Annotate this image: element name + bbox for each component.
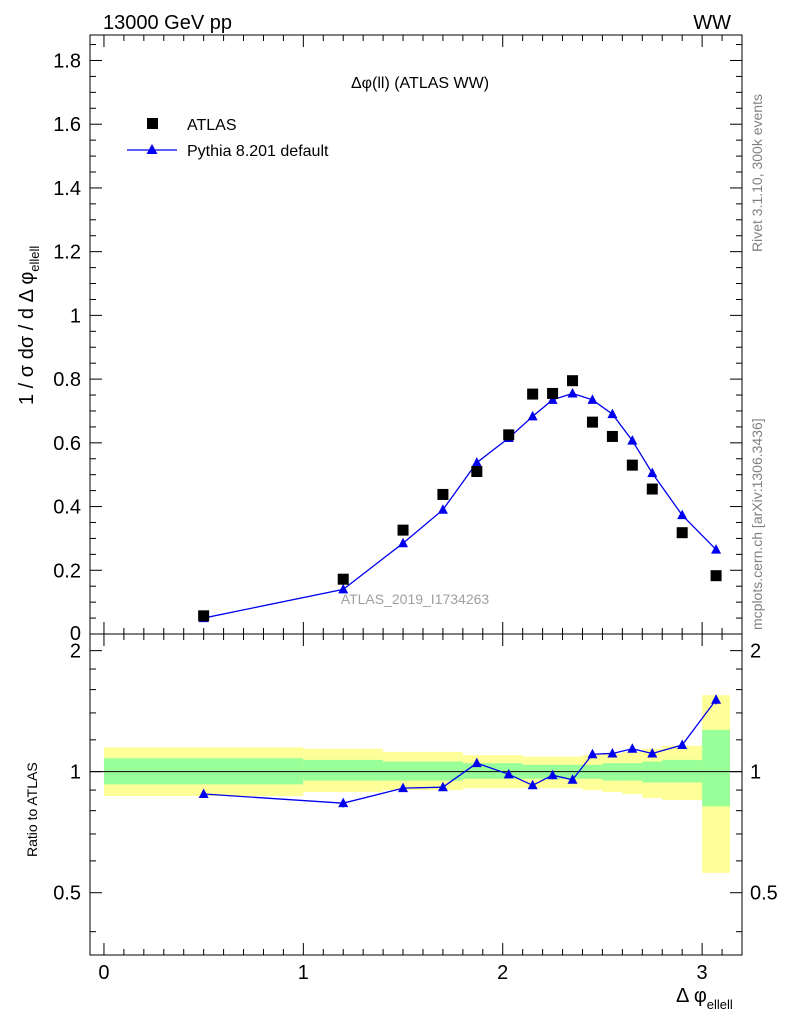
x-tick-label: 0 — [98, 962, 109, 984]
atlas-point — [586, 416, 598, 428]
y-tick-label: 1.8 — [53, 50, 81, 72]
uncertainty-bands — [90, 695, 742, 873]
atlas-point — [626, 459, 638, 471]
pythia-point — [398, 537, 409, 548]
ratio-plot-border — [89, 633, 743, 956]
ratio-point — [338, 797, 349, 808]
ratio-y-tick-label-right: 2 — [750, 641, 761, 663]
pythia-point — [627, 435, 638, 445]
ratio-point — [567, 774, 578, 784]
pythia-point — [437, 504, 448, 514]
x-tick-label: 1 — [298, 962, 309, 984]
ratio-y-axis-title: Ratio to ATLAS — [24, 762, 40, 857]
main-plot-marks — [198, 375, 722, 623]
inner-band-segment — [702, 729, 731, 807]
x-axis-title: Δ φellell — [676, 985, 733, 1012]
y-tick-label: 0.6 — [53, 433, 81, 455]
pythia-point — [338, 583, 349, 594]
inner-band-segment — [662, 759, 703, 783]
atlas-point — [198, 610, 210, 622]
ratio-point — [587, 748, 598, 759]
ratio-point — [503, 768, 514, 779]
y-axis-title-subscript: ellell — [27, 246, 42, 272]
atlas-point — [527, 388, 539, 400]
ratio-point — [527, 779, 538, 790]
pythia-point — [527, 410, 538, 421]
atlas-point — [437, 488, 449, 500]
pythia-point — [677, 509, 688, 520]
mcplots-label: mcplots.cern.ch [arXiv:1306.3436] — [749, 418, 765, 630]
pythia-point — [567, 387, 578, 398]
atlas-point — [567, 375, 579, 387]
atlas-point — [676, 527, 688, 539]
legend-marker-pythia — [146, 144, 158, 154]
ratio-point — [677, 739, 688, 750]
y-tick-label: 0.4 — [53, 497, 81, 519]
atlas-point — [646, 483, 658, 495]
ratio-point — [627, 743, 638, 753]
pythia-point — [711, 544, 722, 554]
ratio-point — [398, 782, 409, 793]
pythia-point — [471, 457, 482, 467]
svg-text:Δ φellell: Δ φellell — [676, 985, 733, 1012]
ratio-y-tick-label-right: 0.5 — [750, 883, 778, 905]
inner-band-segment — [303, 759, 384, 781]
y-tick-label: 0.2 — [53, 560, 81, 582]
x-tick-label: 3 — [697, 962, 708, 984]
ratio-point — [711, 694, 722, 704]
atlas-point — [503, 429, 515, 441]
y-tick-label: 0.8 — [53, 369, 81, 391]
legend-label-atlas: ATLAS — [187, 117, 237, 134]
main-plot-frame: 0.2 0.4 0.6 0.8 1 1.2 1.4 1.6 1.8 0 — [53, 34, 743, 645]
legend-marker-atlas — [147, 118, 158, 129]
x-tick-label: 2 — [497, 962, 508, 984]
atlas-point — [471, 466, 483, 478]
pythia-point — [547, 394, 558, 404]
pythia-point — [587, 394, 598, 404]
ratio-plot-frame: 0 1 2 3 0.5 0.5 1 1 2 2 — [53, 633, 778, 984]
rivet-version-label: Rivet 3.1.10, 300k events — [749, 94, 765, 252]
ratio-point — [607, 747, 618, 758]
atlas-point — [710, 570, 722, 582]
pythia-line — [203, 392, 717, 619]
ratio-y-tick-label-right: 1 — [750, 762, 761, 784]
x-axis-title-subscript: ellell — [707, 997, 733, 1012]
y-axis-title-text: 1 / σ dσ / d Δ φ — [16, 272, 38, 405]
legend-label-pythia: Pythia 8.201 default — [187, 143, 329, 160]
ratio-point — [471, 757, 482, 768]
y-tick-label: 1 — [70, 305, 81, 327]
ratio-y-tick-label: 2 — [70, 641, 81, 663]
pythia-point — [607, 408, 618, 419]
ratio-y-tick-label: 1 — [70, 762, 81, 784]
atlas-point — [337, 573, 349, 585]
plot-title: Δφ(ll) (ATLAS WW) — [351, 75, 489, 92]
atlas-point — [606, 430, 618, 442]
y-axis-title: 1 / σ dσ / d Δ φellell — [16, 246, 42, 405]
ratio-point — [437, 781, 448, 792]
x-axis-title-text: Δ φ — [676, 985, 707, 1007]
svg-text:1 / σ dσ / d Δ φellell: 1 / σ dσ / d Δ φellell — [16, 246, 42, 405]
ratio-point — [647, 747, 658, 758]
y-tick-label: 1.6 — [53, 114, 81, 136]
atlas-point — [547, 387, 559, 399]
energy-label: 13000 GeV pp — [103, 12, 232, 34]
pythia-point — [647, 467, 658, 478]
ratio-plot-marks — [198, 694, 722, 808]
legend: ATLAS Pythia 8.201 default — [127, 117, 329, 160]
analysis-watermark: ATLAS_2019_I1734263 — [341, 591, 490, 607]
ratio-y-tick-label: 0.5 — [53, 883, 81, 905]
ratio-point — [198, 788, 209, 799]
y-tick-label: 1.4 — [53, 178, 81, 200]
ratio-point — [547, 769, 558, 780]
atlas-point — [397, 524, 409, 536]
y-tick-label-zero: 0 — [70, 623, 81, 645]
y-tick-label: 1.2 — [53, 242, 81, 264]
process-label: WW — [693, 12, 731, 34]
inner-band-segment — [383, 761, 463, 781]
